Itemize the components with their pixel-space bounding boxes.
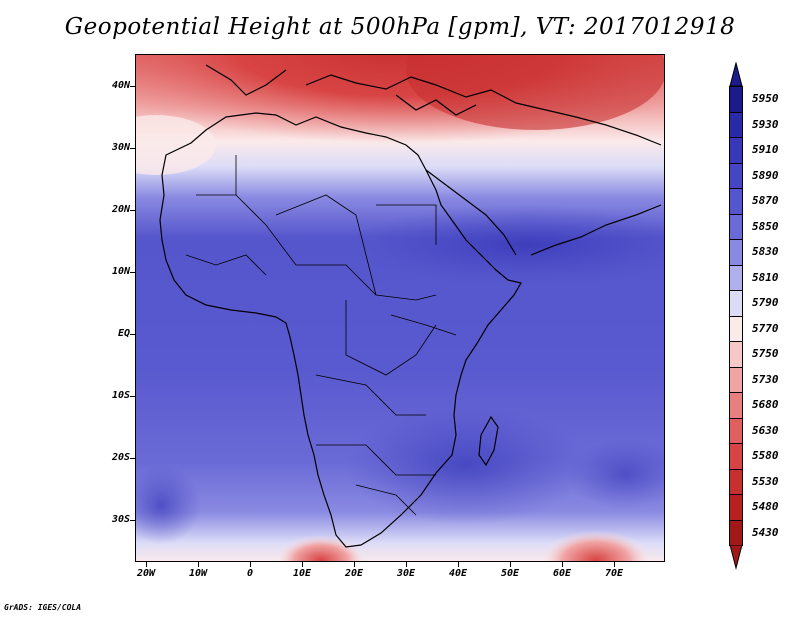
lat-label-10n: 10N [111,266,130,277]
colorbar-label: 5790 [752,296,779,309]
colorbar-swatch [729,137,743,164]
country-borders [185,155,457,516]
lon-label-30e: 30E [396,568,416,579]
lon-label-70e: 70E [604,568,624,579]
colorbar-swatch [729,417,743,444]
lon-label-50e: 50E [500,568,520,579]
colorbar-label: 5830 [752,245,779,258]
map-title: Geopotential Height at 500hPa [gpm], VT:… [64,14,736,40]
x-tickmark [614,562,615,567]
colorbar-label: 5810 [752,270,779,284]
y-tickmark [130,520,135,521]
colorbar-label: 5890 [752,168,779,182]
colorbar-swatch [729,86,743,113]
lon-label-60e: 60E [552,568,572,579]
x-tickmark [250,562,251,567]
x-tickmark [146,562,147,567]
x-tickmark [198,562,199,567]
colorbar-label: 5580 [752,449,779,462]
lat-label-20s: 20S [111,452,130,463]
lat-label-30n: 30N [111,142,130,153]
lon-label-40e: 40E [448,568,468,579]
lon-label-10e: 10E [292,568,312,579]
colorbar-top-arrow [729,62,743,87]
colorbar-swatch [729,519,743,546]
geopotential-height-map [135,54,665,562]
colorbar-swatch [729,239,743,266]
x-tickmark [354,562,355,567]
colorbar-label: 5730 [752,372,779,386]
lon-label-20w: 20W [136,568,156,579]
colorbar-swatch [729,315,743,342]
colorbar-label: 5850 [752,219,779,233]
colorbar-swatch [729,213,743,240]
colorbar-label: 5630 [752,423,779,437]
colorbar-swatch [729,341,743,368]
colorbar-label: 5950 [752,92,779,105]
x-tickmark [510,562,511,567]
colorbar-label: 5870 [752,194,779,207]
y-tickmark [130,458,135,459]
y-tickmark [130,148,135,149]
colorbar-label: 5910 [752,143,779,156]
credit-footer: GrADS: IGES/COLA [4,603,82,612]
colorbar-swatch [729,111,743,138]
colorbar-label: 5430 [752,525,779,539]
colorbar-swatch [729,366,743,393]
colorbar-label: 5680 [752,398,779,411]
y-tickmark [130,396,135,397]
x-tickmark [458,562,459,567]
lat-label-20n: 20N [111,204,130,215]
lat-label-10s: 10S [111,390,130,401]
colorbar-label: 5530 [752,474,779,488]
y-tickmark [130,86,135,87]
y-tickmark [130,334,135,335]
lon-label-20e: 20E [344,568,364,579]
colorbar-swatch [729,468,743,495]
colorbar-label: 5750 [752,347,779,360]
colorbar-swatch [729,392,743,419]
colorbar-label: 5930 [752,117,779,131]
lon-label-0: 0 [246,568,254,579]
lat-label-eq: EQ [117,328,130,339]
y-tickmark [130,272,135,273]
colorbar-swatch [729,494,743,521]
lat-label-30s: 30S [111,514,130,525]
colorbar-label: 5480 [752,500,779,513]
x-tickmark [406,562,407,567]
colorbar-swatch [729,264,743,291]
colorbar-swatch [729,162,743,189]
colorbar-swatch [729,290,743,317]
colorbar-swatch [729,443,743,470]
lon-label-10w: 10W [188,568,208,579]
map-field [136,55,664,561]
colorbar-label: 5770 [752,321,779,335]
coastlines [159,64,662,548]
colorbar-bottom-arrow [729,545,743,570]
lat-label-40n: 40N [111,80,130,91]
colorbar-swatch [729,188,743,215]
x-tickmark [302,562,303,567]
y-tickmark [130,210,135,211]
x-tickmark [562,562,563,567]
